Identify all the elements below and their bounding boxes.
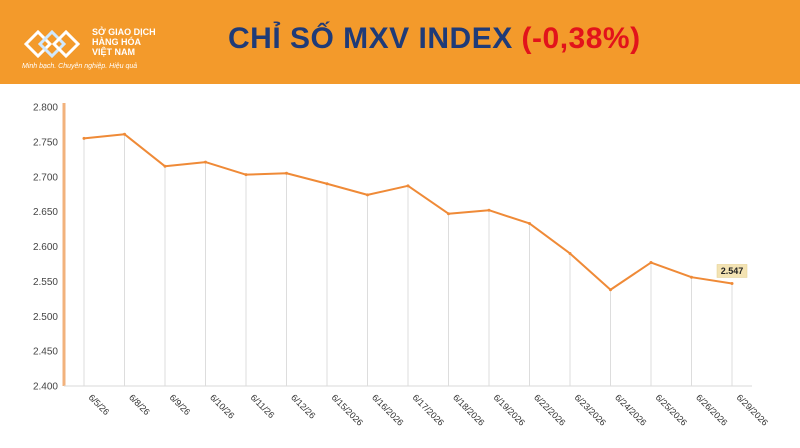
- y-tick-label: 2.450: [33, 347, 58, 358]
- x-tick-label: 6/12/26: [289, 392, 317, 420]
- slogan: Minh bạch. Chuyên nghiệp. Hiệu quả: [22, 63, 138, 70]
- line-chart: 2.400 2.450 2.500 2.550 2.600 2.650 2.700 2.750…: [0, 84, 800, 448]
- mxv-logo-icon: [23, 29, 81, 59]
- data-point: [285, 171, 288, 175]
- brand-line-2: HÀNG HÓA: [92, 37, 141, 47]
- y-tick-label: 2.500: [33, 312, 58, 323]
- data-point: [730, 281, 734, 285]
- data-point: [82, 136, 86, 140]
- x-tick-label: 6/10/26: [208, 392, 236, 420]
- x-tick-label: 6/15/2026: [330, 392, 365, 427]
- x-tick-label: 6/24/2026: [613, 392, 648, 427]
- data-point: [244, 173, 248, 177]
- x-tick-label: 6/19/2026: [492, 392, 527, 427]
- data-point: [568, 251, 572, 255]
- title-change: (-0,38%): [521, 22, 641, 55]
- x-tick-label: 6/26/2026: [694, 392, 729, 427]
- data-point: [366, 193, 369, 197]
- x-tick-label: 6/11/26: [249, 392, 277, 420]
- page-title: CHỈ SỐ MXV INDEX (-0,38%): [228, 22, 641, 56]
- header-band: SỞ GIAO DỊCH HÀNG HÓA VIỆT NAM Minh bạch…: [0, 0, 800, 84]
- x-tick-label: 6/16/2026: [370, 392, 405, 427]
- x-tick-label: 6/17/2026: [411, 392, 446, 427]
- y-tick-label: 2.550: [33, 277, 58, 288]
- end-value-label: 2.547: [721, 266, 744, 276]
- x-tick-label: 6/29/2026: [735, 392, 770, 427]
- y-tick-label: 2.600: [33, 242, 58, 253]
- data-point: [609, 288, 612, 292]
- data-point: [649, 261, 653, 265]
- x-tick-label: 6/18/2026: [451, 392, 486, 427]
- y-tick-label: 2.650: [33, 207, 58, 218]
- end-value-badge: [716, 264, 748, 278]
- brand-line-3: VIỆT NAM: [92, 47, 136, 57]
- data-point: [406, 184, 410, 188]
- brand-name: SỞ GIAO DỊCH HÀNG HÓA VIỆT NAM: [92, 27, 156, 57]
- y-tick-label: 2.750: [33, 137, 58, 148]
- data-point: [487, 208, 491, 212]
- chart-svg: 2.400 2.450 2.500 2.550 2.600 2.650 2.700 2.750…: [33, 103, 770, 428]
- data-point: [123, 132, 126, 136]
- data-point: [690, 275, 693, 279]
- x-tick-label: 6/23/2026: [573, 392, 608, 427]
- x-tick-label: 6/8/26: [127, 392, 152, 417]
- data-point: [447, 212, 450, 216]
- y-tick-label: 2.700: [33, 172, 58, 183]
- x-tick-label: 6/22/2026: [532, 392, 567, 427]
- x-tick-label: 6/5/26: [87, 392, 112, 417]
- y-tick-label: 2.400: [33, 382, 58, 393]
- data-point: [163, 164, 167, 168]
- title-main: CHỈ SỐ MXV INDEX: [228, 22, 522, 55]
- x-tick-label: 6/25/2026: [654, 392, 689, 427]
- brand-line-1: SỞ GIAO DỊCH: [92, 27, 156, 37]
- y-tick-label: 2.800: [33, 103, 58, 114]
- data-point: [204, 160, 207, 164]
- x-tick-label: 6/9/26: [168, 392, 193, 417]
- data-point: [325, 182, 329, 186]
- data-point: [528, 221, 531, 225]
